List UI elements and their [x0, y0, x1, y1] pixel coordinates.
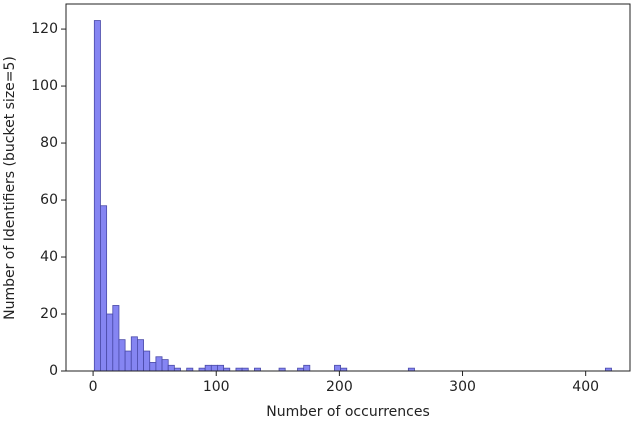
y-tick-label: 0	[49, 363, 58, 379]
bar	[106, 313, 114, 372]
bar	[210, 364, 218, 372]
bar	[204, 364, 212, 372]
bar	[149, 362, 157, 372]
bar	[167, 364, 175, 372]
y-tick-label: 20	[40, 306, 58, 322]
x-tick-label: 100	[203, 379, 230, 395]
y-tick-label: 80	[40, 135, 58, 151]
bar	[124, 350, 132, 372]
y-tick-label: 120	[31, 21, 58, 37]
bar	[100, 205, 108, 372]
bar	[143, 350, 151, 372]
x-tick-label: 300	[449, 379, 476, 395]
bar	[217, 364, 225, 372]
bar	[161, 359, 169, 372]
x-tick-label: 200	[326, 379, 353, 395]
bar	[93, 20, 101, 372]
x-tick-label: 0	[89, 379, 98, 395]
y-tick-label: 40	[40, 249, 58, 265]
bar	[137, 339, 144, 372]
bar	[303, 364, 311, 372]
y-axis-label: Number of Identifiers (bucket size=5)	[2, 56, 18, 320]
y-tick-label: 100	[31, 78, 58, 94]
bar	[334, 364, 342, 372]
bar	[155, 356, 163, 372]
plot-frame	[65, 3, 631, 372]
bar	[130, 336, 138, 372]
y-tick-label: 60	[40, 192, 58, 208]
bar	[118, 339, 126, 372]
x-tick-label: 400	[572, 379, 599, 395]
x-axis-label: Number of occurrences	[266, 404, 430, 420]
bar	[112, 305, 120, 372]
